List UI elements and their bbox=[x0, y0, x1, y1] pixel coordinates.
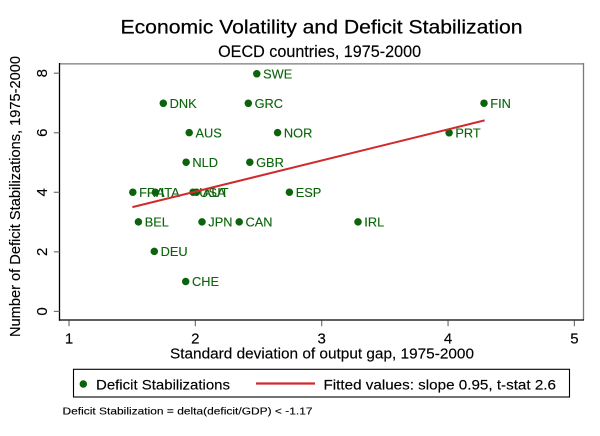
svg-text:8: 8 bbox=[34, 69, 51, 77]
svg-text:Number of Deficit Stabilizatio: Number of Deficit Stabilizations, 1975-2… bbox=[8, 56, 24, 337]
svg-text:NOR: NOR bbox=[284, 125, 312, 140]
svg-text:4: 4 bbox=[34, 188, 51, 196]
svg-text:4: 4 bbox=[444, 331, 452, 348]
svg-text:2: 2 bbox=[191, 331, 199, 348]
svg-text:5: 5 bbox=[570, 331, 578, 348]
svg-text:GBR: GBR bbox=[256, 155, 284, 170]
svg-text:0: 0 bbox=[34, 307, 51, 315]
svg-text:ESP: ESP bbox=[296, 185, 322, 200]
svg-text:CHE: CHE bbox=[192, 274, 219, 289]
svg-text:DNK: DNK bbox=[170, 96, 197, 111]
svg-text:1: 1 bbox=[65, 331, 73, 348]
svg-text:6: 6 bbox=[34, 129, 51, 137]
svg-text:Deficit Stabilization = delta(: Deficit Stabilization = delta(deficit/GD… bbox=[63, 405, 313, 417]
svg-text:BEL: BEL bbox=[145, 215, 169, 230]
svg-text:AUS: AUS bbox=[196, 125, 222, 140]
svg-text:FIN: FIN bbox=[490, 96, 511, 111]
svg-text:NLD: NLD bbox=[192, 155, 218, 170]
svg-text:Deficit Stabilizations: Deficit Stabilizations bbox=[96, 376, 230, 392]
svg-text:PRT: PRT bbox=[455, 126, 481, 141]
svg-text:GRC: GRC bbox=[255, 96, 283, 111]
svg-text:Standard deviation of output g: Standard deviation of output gap, 1975-2… bbox=[170, 345, 474, 362]
svg-text:3: 3 bbox=[318, 331, 326, 348]
svg-text:DEU: DEU bbox=[161, 244, 188, 259]
svg-text:CAN: CAN bbox=[246, 215, 273, 230]
svg-text:JPN: JPN bbox=[208, 215, 232, 230]
svg-text:IRL: IRL bbox=[364, 215, 384, 230]
svg-text:SWE: SWE bbox=[263, 67, 292, 82]
svg-text:2: 2 bbox=[34, 248, 51, 256]
svg-text:Fitted values: slope 0.95, t-s: Fitted values: slope 0.95, t-stat 2.6 bbox=[324, 376, 557, 392]
svg-text:OECD countries, 1975-2000: OECD countries, 1975-2000 bbox=[218, 43, 421, 61]
svg-text:Economic Volatility and Defici: Economic Volatility and Deficit Stabiliz… bbox=[121, 17, 523, 38]
svg-text:FRA: FRA bbox=[139, 185, 165, 200]
